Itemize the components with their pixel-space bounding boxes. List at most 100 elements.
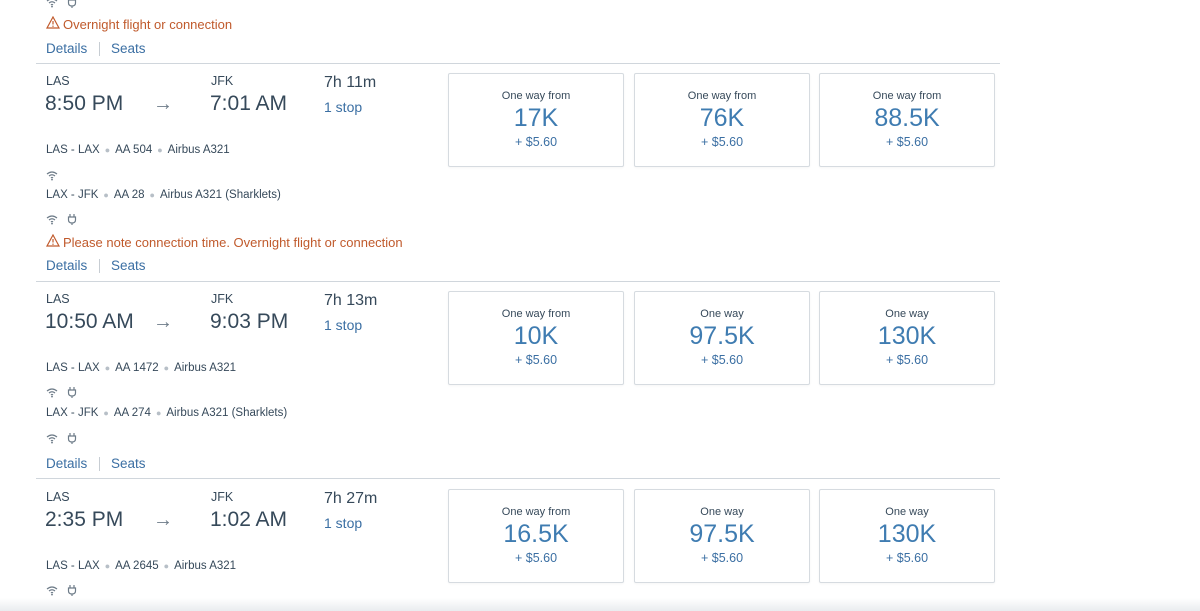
depart-time: 8:50 PM [45, 92, 124, 115]
fare-amount: 76K [699, 104, 745, 132]
amenities-row [46, 0, 78, 13]
fare-label: One way [885, 506, 929, 518]
fare-amount: 88.5K [874, 104, 940, 132]
warning-text: Overnight flight or connection [63, 16, 233, 32]
duration: 7h 27m [324, 490, 378, 507]
separator-dot: ● [104, 145, 111, 155]
segment-1: LAS - LAX ● AA 504 ● Airbus A321 [46, 144, 230, 156]
link-separator [99, 457, 100, 471]
origin-code: LAS [46, 490, 70, 504]
segment-route: LAX - JFK [46, 189, 99, 201]
amenities-row [46, 385, 78, 403]
fare-tax: + $5.60 [885, 135, 929, 149]
separator-dot: ● [103, 190, 109, 200]
amenities-row [46, 212, 78, 230]
segment-1: LAS - LAX ● AA 1472 ● Airbus A321 [46, 362, 236, 374]
segment-flight: AA 28 [113, 189, 145, 201]
fare-first[interactable]: One way 130K + $5.60 [819, 291, 995, 385]
seats-link[interactable]: Seats [111, 456, 146, 471]
wifi-icon [46, 168, 58, 186]
stops-link[interactable]: 1 stop [324, 317, 363, 333]
wifi-icon [46, 385, 58, 403]
segment-1: LAS - LAX ● AA 2645 ● Airbus A321 [46, 560, 236, 572]
fare-tax: + $5.60 [885, 353, 929, 367]
segment-2: LAX - JFK ● AA 28 ● Airbus A321 (Sharklets… [46, 189, 281, 201]
destination-code: JFK [211, 292, 234, 306]
segment-flight: AA 504 [115, 144, 153, 156]
power-outlet-icon [66, 212, 78, 230]
fare-tax: + $5.60 [885, 551, 929, 565]
segment-aircraft: Airbus A321 [174, 362, 237, 374]
separator-dot: ● [157, 145, 163, 155]
amenities-row [46, 583, 78, 601]
fare-business[interactable]: One way 97.5K + $5.60 [634, 489, 810, 583]
fare-main-cabin[interactable]: One way from 16.5K + $5.60 [448, 489, 624, 583]
power-outlet-icon [66, 0, 78, 13]
fare-label: One way from [687, 90, 757, 102]
segment-flight: AA 274 [113, 407, 151, 419]
amenities-row [46, 168, 58, 186]
row-divider [36, 63, 1000, 64]
fare-business[interactable]: One way from 76K + $5.60 [634, 73, 810, 167]
wifi-icon [46, 212, 58, 230]
segment-aircraft: Airbus A321 (Sharklets) [159, 189, 281, 201]
destination-code: JFK [211, 74, 234, 88]
segment-aircraft: Airbus A321 [174, 560, 237, 572]
details-link[interactable]: Details [46, 41, 88, 56]
fare-amount: 10K [513, 322, 559, 350]
fare-first[interactable]: One way 130K + $5.60 [819, 489, 995, 583]
details-link[interactable]: Details [46, 456, 88, 471]
stops-link[interactable]: 1 stop [324, 515, 363, 531]
duration: 7h 11m [324, 74, 377, 91]
connection-warning: Please note connection time. Overnight f… [45, 233, 403, 250]
segment-aircraft: Airbus A321 (Sharklets) [166, 407, 288, 419]
fare-label: One way from [501, 308, 571, 320]
arrive-time: 1:02 AM [210, 508, 288, 531]
fare-tax: + $5.60 [514, 353, 558, 367]
fare-tax: + $5.60 [700, 135, 744, 149]
fare-amount: 130K [877, 322, 937, 350]
segment-aircraft: Airbus A321 [167, 144, 230, 156]
power-outlet-icon [66, 583, 78, 601]
fare-amount: 17K [513, 104, 559, 132]
separator-dot: ● [149, 190, 155, 200]
wifi-icon [46, 583, 58, 601]
details-link[interactable]: Details [46, 258, 88, 273]
power-outlet-icon [66, 385, 78, 403]
row-divider [36, 478, 1000, 479]
segment-route: LAS - LAX [46, 144, 100, 156]
separator-dot: ● [163, 561, 170, 571]
warning-triangle-icon [45, 15, 61, 32]
fare-label: One way [885, 308, 929, 320]
stops-link[interactable]: 1 stop [324, 99, 363, 115]
right-arrow-icon: → [153, 509, 173, 531]
segment-route: LAS - LAX [46, 362, 100, 374]
warning-triangle-icon [45, 233, 61, 250]
fare-main-cabin[interactable]: One way from 17K + $5.60 [448, 73, 624, 167]
seats-link[interactable]: Seats [111, 258, 146, 273]
fare-amount: 130K [877, 520, 937, 548]
segment-flight: AA 1472 [115, 362, 159, 374]
segment-flight: AA 2645 [115, 560, 159, 572]
fare-business[interactable]: One way 97.5K + $5.60 [634, 291, 810, 385]
fare-main-cabin[interactable]: One way from 10K + $5.60 [448, 291, 624, 385]
fare-tax: + $5.60 [700, 551, 744, 565]
seats-link[interactable]: Seats [111, 41, 146, 56]
segment-route: LAX - JFK [46, 407, 99, 419]
origin-code: LAS [46, 74, 70, 88]
segment-2: LAX - JFK ● AA 274 ● Airbus A321 (Sharklet… [46, 407, 287, 419]
right-arrow-icon: → [153, 311, 173, 333]
link-separator [99, 259, 100, 273]
fare-tax: + $5.60 [514, 551, 558, 565]
destination-code: JFK [211, 490, 234, 504]
wifi-icon [46, 0, 58, 13]
fare-label: One way [700, 308, 744, 320]
fare-tax: + $5.60 [700, 353, 744, 367]
duration: 7h 13m [324, 292, 378, 309]
fare-label: One way [700, 506, 744, 518]
wifi-icon [46, 431, 58, 449]
depart-time: 2:35 PM [45, 508, 124, 531]
separator-dot: ● [103, 408, 109, 418]
depart-time: 10:50 AM [45, 310, 134, 333]
fare-first[interactable]: One way from 88.5K + $5.60 [819, 73, 995, 167]
